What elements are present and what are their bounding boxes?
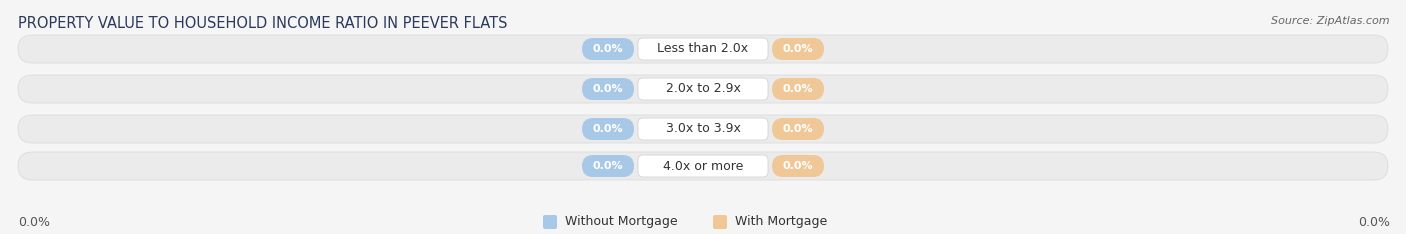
Text: 2.0x to 2.9x: 2.0x to 2.9x — [665, 83, 741, 95]
Text: 0.0%: 0.0% — [593, 84, 623, 94]
Text: 0.0%: 0.0% — [783, 161, 813, 171]
FancyBboxPatch shape — [638, 38, 768, 60]
FancyBboxPatch shape — [638, 155, 768, 177]
Text: Without Mortgage: Without Mortgage — [565, 216, 678, 228]
FancyBboxPatch shape — [772, 155, 824, 177]
Text: With Mortgage: With Mortgage — [735, 216, 827, 228]
Text: 0.0%: 0.0% — [783, 124, 813, 134]
Text: 4.0x or more: 4.0x or more — [662, 160, 744, 172]
FancyBboxPatch shape — [772, 38, 824, 60]
FancyBboxPatch shape — [18, 35, 1388, 63]
FancyBboxPatch shape — [638, 78, 768, 100]
Text: 0.0%: 0.0% — [783, 84, 813, 94]
FancyBboxPatch shape — [582, 38, 634, 60]
FancyBboxPatch shape — [772, 78, 824, 100]
FancyBboxPatch shape — [18, 115, 1388, 143]
FancyBboxPatch shape — [582, 78, 634, 100]
Text: 0.0%: 0.0% — [593, 124, 623, 134]
Text: 0.0%: 0.0% — [783, 44, 813, 54]
Text: Source: ZipAtlas.com: Source: ZipAtlas.com — [1271, 16, 1391, 26]
Text: 0.0%: 0.0% — [18, 216, 51, 228]
FancyBboxPatch shape — [582, 118, 634, 140]
Text: PROPERTY VALUE TO HOUSEHOLD INCOME RATIO IN PEEVER FLATS: PROPERTY VALUE TO HOUSEHOLD INCOME RATIO… — [18, 16, 508, 31]
FancyBboxPatch shape — [638, 118, 768, 140]
FancyBboxPatch shape — [713, 215, 727, 229]
FancyBboxPatch shape — [582, 155, 634, 177]
Text: 0.0%: 0.0% — [593, 161, 623, 171]
FancyBboxPatch shape — [772, 118, 824, 140]
Text: Less than 2.0x: Less than 2.0x — [658, 43, 748, 55]
Text: 3.0x to 3.9x: 3.0x to 3.9x — [665, 123, 741, 135]
Text: 0.0%: 0.0% — [1358, 216, 1391, 228]
FancyBboxPatch shape — [543, 215, 557, 229]
Text: 0.0%: 0.0% — [593, 44, 623, 54]
FancyBboxPatch shape — [18, 152, 1388, 180]
FancyBboxPatch shape — [18, 75, 1388, 103]
